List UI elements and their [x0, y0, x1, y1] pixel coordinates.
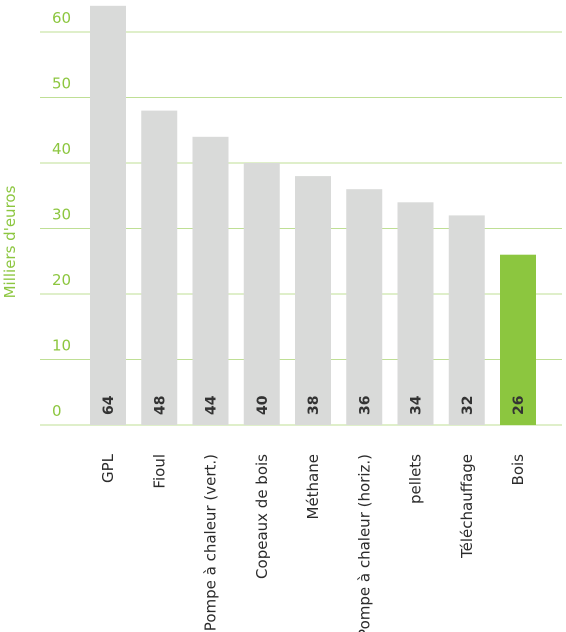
value-label-9: 26: [511, 396, 527, 415]
y-tick-label-0: 0: [52, 402, 62, 420]
value-label-1: 64: [101, 395, 117, 415]
y-tick-label-60: 60: [52, 9, 71, 27]
category-label-8: Téléchauffage: [458, 454, 476, 559]
y-tick-label-40: 40: [52, 140, 71, 158]
y-axis-title: Milliers d'euros: [1, 185, 19, 298]
category-label-2: Fioul: [150, 454, 168, 489]
value-label-8: 32: [460, 396, 476, 415]
value-label-7: 34: [409, 395, 425, 415]
bar-6: [346, 189, 383, 425]
category-label-9: Bois: [509, 454, 527, 486]
y-tick-label-20: 20: [52, 271, 71, 289]
category-label-1: GPL: [99, 453, 117, 483]
bar-2: [141, 110, 178, 425]
category-label-5: Méthane: [304, 454, 322, 520]
bar-5: [295, 176, 331, 425]
y-axis-ticks: 0 10 20 30 40 50 60: [52, 9, 71, 420]
value-label-3: 44: [204, 395, 220, 415]
value-label-5: 38: [306, 396, 322, 415]
bar-1: [90, 5, 126, 426]
y-tick-label-30: 30: [52, 206, 71, 224]
category-labels: GPL Fioul Pompe à chaleur (vert.) Copeaux d…: [99, 453, 527, 632]
bar-9: [500, 254, 536, 425]
category-label-6: Pompe à chaleur (horiz.): [355, 454, 373, 632]
value-label-6: 36: [357, 396, 373, 415]
bar-7: [397, 202, 434, 425]
value-labels: 64 48 44 40 38 36 34 32 26: [101, 395, 527, 415]
value-label-2: 48: [152, 396, 168, 415]
y-tick-label-10: 10: [52, 337, 71, 355]
value-label-4: 40: [255, 395, 271, 415]
bar-8: [448, 215, 485, 425]
category-label-4: Copeaux de bois: [253, 454, 271, 579]
bar-4: [243, 163, 280, 425]
category-label-3: Pompe à chaleur (vert.): [202, 454, 220, 631]
category-label-7: pellets: [407, 454, 425, 504]
bars: [90, 5, 536, 426]
y-tick-label-50: 50: [52, 75, 71, 93]
bar-3: [192, 136, 229, 426]
